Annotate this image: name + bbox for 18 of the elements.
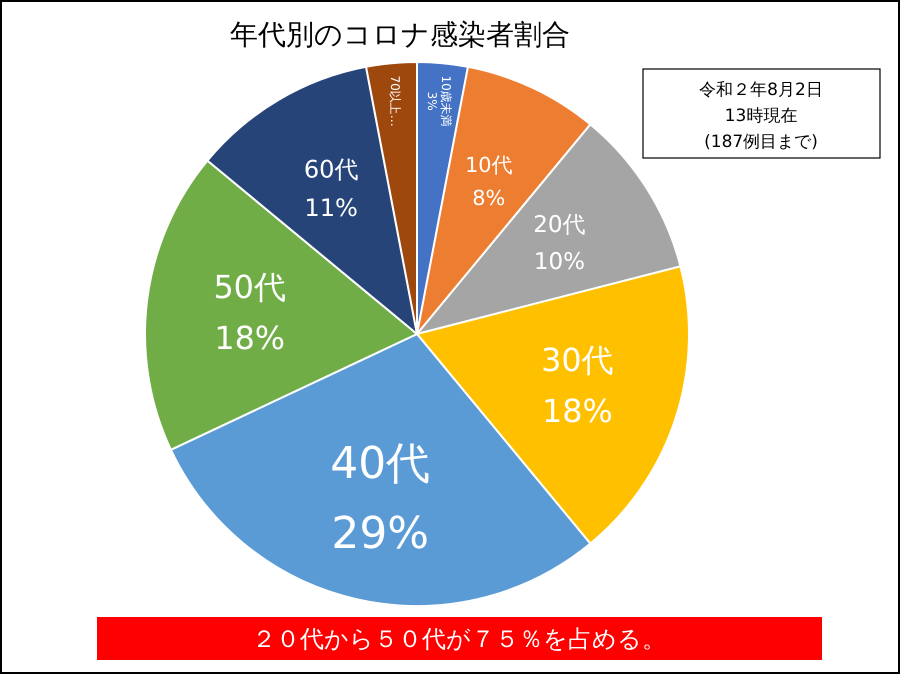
chart-title: 年代別のコロナ感染者割合 bbox=[230, 18, 570, 51]
data-label: 3% bbox=[424, 92, 439, 111]
text: ２０代から５０代が７５％を占める。 bbox=[252, 625, 666, 653]
slice-label: 10代 bbox=[465, 152, 513, 177]
data-label: 10% bbox=[534, 249, 585, 276]
slice-label: 70以上… bbox=[388, 75, 402, 127]
slice-label: 50代 bbox=[213, 268, 286, 306]
slice-label: 10歳未満 bbox=[439, 75, 454, 127]
data-label: 8% bbox=[472, 186, 506, 210]
data-label: 18% bbox=[214, 320, 286, 357]
data-label: 18% bbox=[542, 393, 613, 430]
slice-label: 20代 bbox=[533, 212, 586, 238]
slice-label: 30代 bbox=[541, 342, 614, 380]
slice-label: 40代 bbox=[330, 438, 430, 489]
data-label: 11% bbox=[304, 194, 358, 222]
text: 令和２年8月2日 13時現在 (187例目まで) bbox=[699, 80, 823, 152]
data-label: 29% bbox=[331, 508, 429, 560]
slice-label: 60代 bbox=[304, 156, 358, 184]
